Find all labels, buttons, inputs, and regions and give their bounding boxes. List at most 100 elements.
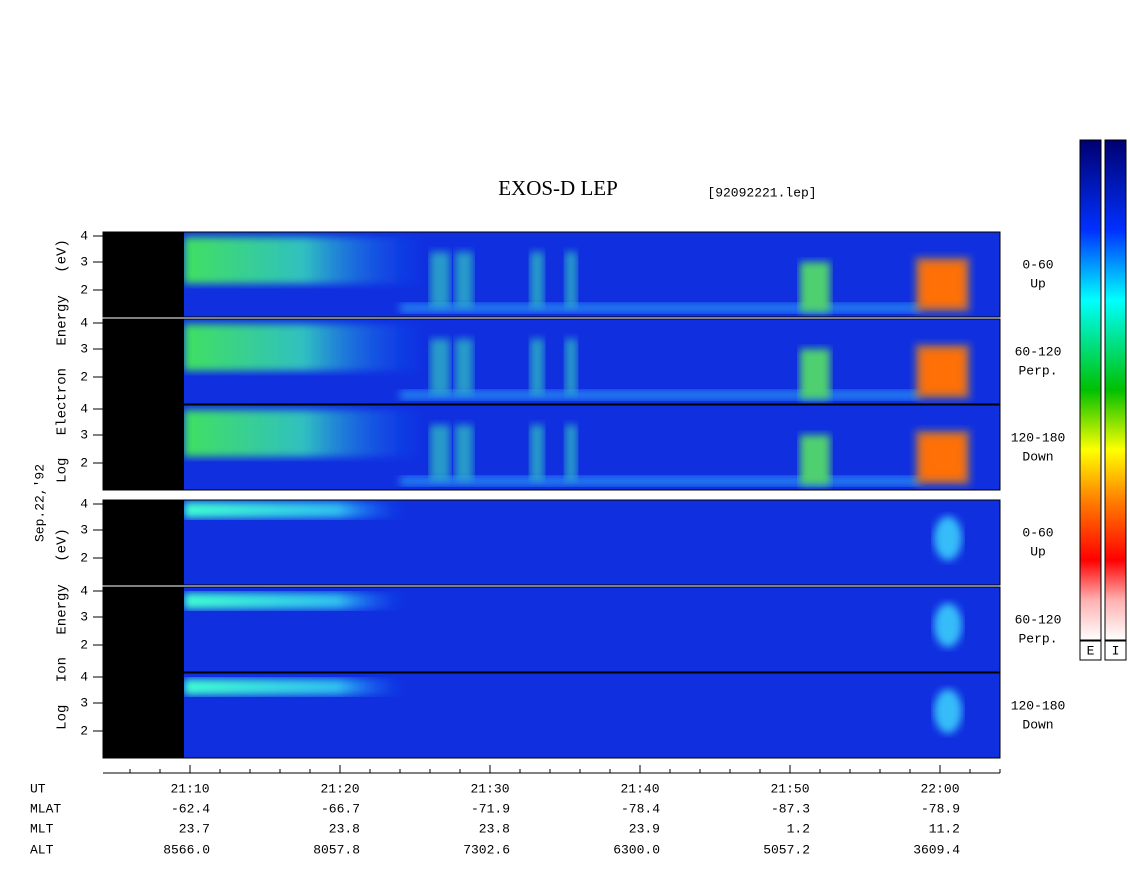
y-tick-label: 2 xyxy=(80,455,88,470)
blob xyxy=(934,516,962,561)
band xyxy=(400,476,920,486)
blob xyxy=(915,344,970,399)
band xyxy=(184,593,404,609)
row-value: 8566.0 xyxy=(163,842,210,857)
title: EXOS-D LEP xyxy=(498,176,618,200)
panel xyxy=(103,673,1000,758)
blob xyxy=(915,257,970,312)
y-tick-label: 3 xyxy=(80,427,88,442)
row-value: -71.9 xyxy=(471,801,510,816)
band xyxy=(400,303,920,313)
blob xyxy=(430,252,450,307)
color-bar xyxy=(1079,139,1102,641)
blob xyxy=(530,425,544,480)
row-value: -66.7 xyxy=(321,801,360,816)
angle-label: 120-180 xyxy=(1011,698,1066,713)
color-bar-box xyxy=(1079,640,1102,661)
angle-label: 60-120 xyxy=(1015,612,1062,627)
row-value: 23.9 xyxy=(629,821,660,836)
row-value: 21:30 xyxy=(470,781,509,796)
blob xyxy=(915,430,970,485)
panel-frame xyxy=(102,672,1001,759)
row-value: 21:20 xyxy=(320,781,359,796)
y-tick-label: 3 xyxy=(80,695,88,710)
row-value: 6300.0 xyxy=(613,842,660,857)
color-bar-box xyxy=(1104,640,1127,661)
panel-frame xyxy=(102,404,1001,491)
angle-label: 120-180 xyxy=(1011,430,1066,445)
direction-label: Up xyxy=(1030,544,1046,559)
y-tick-label: 4 xyxy=(80,583,88,598)
direction-label: Down xyxy=(1022,717,1053,732)
blob xyxy=(934,689,962,734)
color-bar xyxy=(1104,139,1127,641)
row-value: -62.4 xyxy=(171,801,210,816)
y-tick-label: 4 xyxy=(80,315,88,330)
blob xyxy=(565,252,577,307)
y-tick-label: 2 xyxy=(80,550,88,565)
y-tick-label: 3 xyxy=(80,522,88,537)
y-tick-label: 2 xyxy=(80,282,88,297)
direction-label: Perp. xyxy=(1018,631,1057,646)
y-tick-label: 3 xyxy=(80,609,88,624)
panel-frame xyxy=(102,318,1001,405)
y-tick-label: 4 xyxy=(80,401,88,416)
black-gap xyxy=(103,319,184,404)
panel-frame xyxy=(102,586,1001,673)
blob xyxy=(800,262,830,312)
panel-frame xyxy=(102,499,1001,586)
color-bar-label: E xyxy=(1087,643,1095,658)
blob xyxy=(800,349,830,399)
y-tick-label: 2 xyxy=(80,723,88,738)
black-gap xyxy=(103,405,184,490)
band xyxy=(184,679,404,695)
y-tick-label: 3 xyxy=(80,341,88,356)
panel xyxy=(103,587,1000,672)
row-value: 11.2 xyxy=(929,821,960,836)
group-label: Log Ion Energy (eV) xyxy=(55,528,71,730)
blob xyxy=(530,252,544,307)
row-value: 21:10 xyxy=(170,781,209,796)
black-gap xyxy=(103,673,184,758)
panel xyxy=(103,500,1000,585)
blob xyxy=(455,339,473,394)
y-tick-label: 2 xyxy=(80,369,88,384)
direction-label: Down xyxy=(1022,449,1053,464)
direction-label: Up xyxy=(1030,276,1046,291)
blob xyxy=(565,425,577,480)
row-value: 5057.2 xyxy=(763,842,810,857)
row-value: -87.3 xyxy=(771,801,810,816)
black-gap xyxy=(103,500,184,585)
black-gap xyxy=(103,232,184,317)
row-value: -78.4 xyxy=(621,801,660,816)
blob xyxy=(530,339,544,394)
blob xyxy=(565,339,577,394)
panel xyxy=(103,319,1000,404)
row-label: ALT xyxy=(30,842,54,857)
row-value: 1.2 xyxy=(787,821,810,836)
band xyxy=(184,237,424,284)
row-value: 21:50 xyxy=(770,781,809,796)
row-value: 23.8 xyxy=(329,821,360,836)
file-name: [92092221.lep] xyxy=(707,185,816,200)
row-label: UT xyxy=(30,781,46,796)
direction-label: Perp. xyxy=(1018,363,1057,378)
row-value: 3609.4 xyxy=(913,842,960,857)
blob xyxy=(430,425,450,480)
y-tick-label: 2 xyxy=(80,637,88,652)
row-value: -78.9 xyxy=(921,801,960,816)
blob xyxy=(455,425,473,480)
row-label: MLT xyxy=(30,821,54,836)
black-gap xyxy=(103,587,184,672)
row-value: 8057.8 xyxy=(313,842,360,857)
blob xyxy=(934,603,962,648)
color-bar-label: I xyxy=(1112,643,1120,658)
y-tick-label: 4 xyxy=(80,228,88,243)
band xyxy=(184,502,404,518)
group-label: Log Electron Energy (eV) xyxy=(55,239,71,483)
panel xyxy=(103,405,1000,490)
y-tick-label: 3 xyxy=(80,254,88,269)
blob xyxy=(800,435,830,485)
angle-label: 0-60 xyxy=(1022,525,1053,540)
